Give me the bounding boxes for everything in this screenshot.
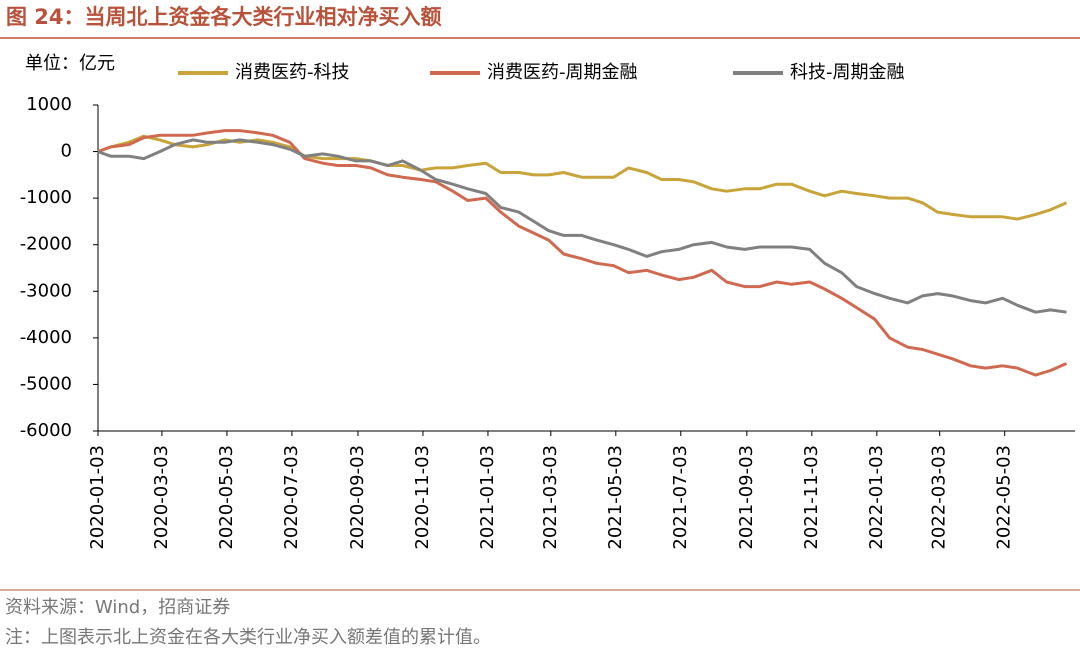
legend-label: 消费医药-科技 bbox=[235, 62, 350, 83]
x-tick-label: 2020-03-03 bbox=[151, 445, 172, 550]
x-tick-label: 2021-01-03 bbox=[477, 445, 498, 550]
x-tick-label: 2022-01-03 bbox=[866, 445, 887, 550]
note: 注：上图表示北上资金在各大类行业净买入额差值的累计值。 bbox=[5, 627, 491, 648]
x-tick-label: 2020-09-03 bbox=[347, 445, 368, 550]
y-tick-label: 0 bbox=[61, 141, 72, 162]
y-tick-label: -6000 bbox=[20, 420, 72, 441]
x-tick-label: 2020-05-03 bbox=[216, 445, 237, 550]
x-tick-label: 2021-03-03 bbox=[540, 445, 561, 550]
y-tick-label: -2000 bbox=[20, 234, 72, 255]
y-tick-label: 1000 bbox=[26, 94, 72, 115]
legend-label: 科技-周期金融 bbox=[790, 62, 905, 83]
y-tick-label: -1000 bbox=[20, 187, 72, 208]
x-tick-label: 2021-05-03 bbox=[605, 445, 626, 550]
x-tick-label: 2022-03-03 bbox=[929, 445, 950, 550]
series-line bbox=[97, 134, 1068, 221]
y-tick-label: -3000 bbox=[20, 280, 72, 301]
source: 资料来源：Wind，招商证券 bbox=[5, 597, 230, 618]
x-tick-label: 2020-07-03 bbox=[281, 445, 302, 550]
x-tick-label: 2020-11-03 bbox=[412, 445, 433, 550]
x-tick-label: 2020-01-03 bbox=[87, 445, 108, 550]
y-tick-label: -5000 bbox=[20, 373, 72, 394]
series-line bbox=[97, 138, 1067, 314]
chart-title: 图 24：当周北上资金各大类行业相对净买入额 bbox=[6, 5, 442, 29]
x-tick-label: 2021-09-03 bbox=[736, 445, 757, 550]
x-tick-label: 2022-05-03 bbox=[994, 445, 1015, 550]
y-tick-label: -4000 bbox=[20, 327, 72, 348]
series-line bbox=[97, 129, 1068, 377]
x-tick-label: 2021-11-03 bbox=[801, 445, 822, 550]
legend-label: 消费医药-周期金融 bbox=[487, 62, 638, 83]
x-tick-label: 2021-07-03 bbox=[670, 445, 691, 550]
unit-label: 单位：亿元 bbox=[25, 53, 115, 74]
